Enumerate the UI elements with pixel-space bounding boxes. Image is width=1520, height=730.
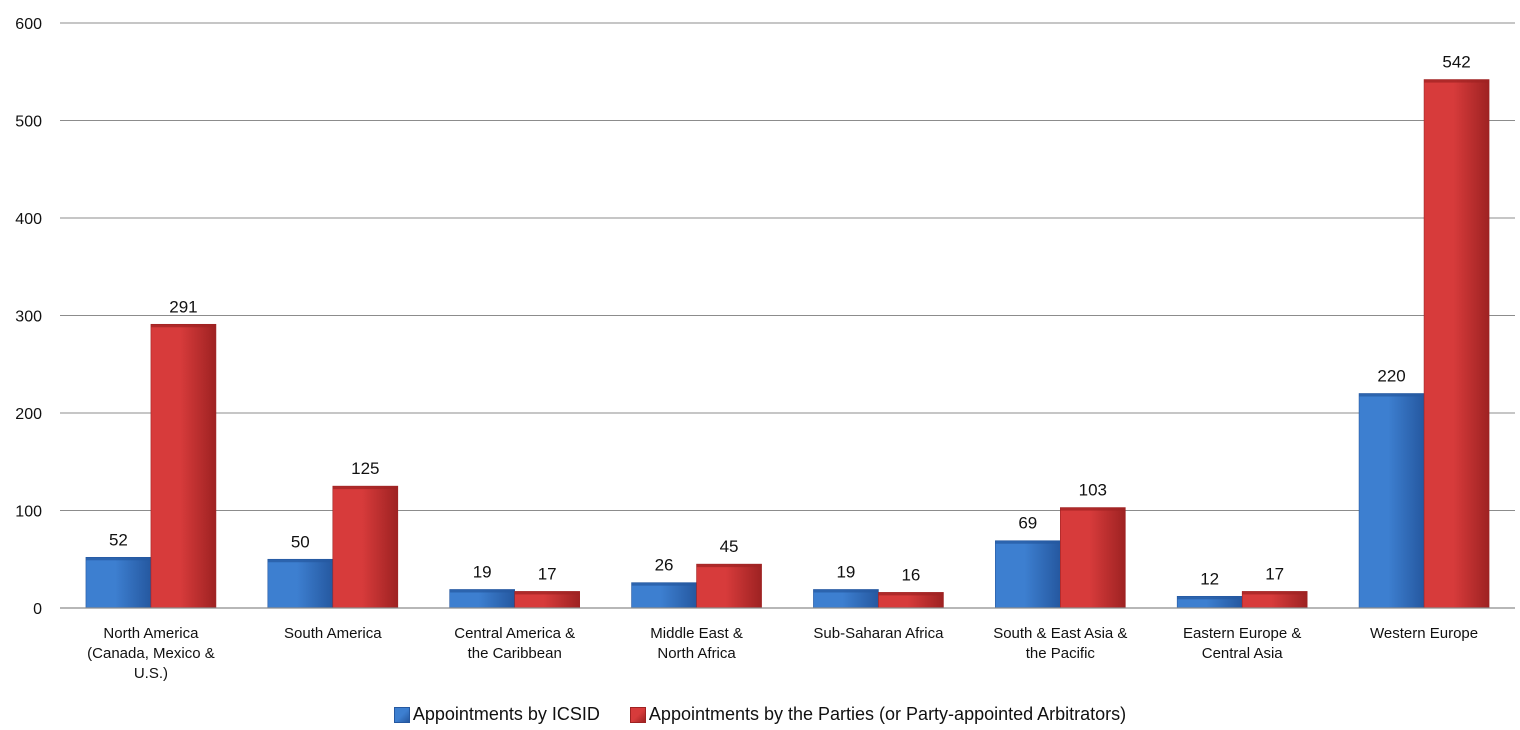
bar-top-edge bbox=[85, 557, 151, 561]
data-label: 17 bbox=[538, 564, 557, 583]
data-label: 50 bbox=[291, 532, 310, 551]
data-label: 45 bbox=[720, 537, 739, 556]
x-tick-label: Sub-Saharan Africa bbox=[813, 625, 944, 642]
bar bbox=[1423, 79, 1490, 609]
bar-top-edge bbox=[1359, 393, 1425, 397]
data-label: 26 bbox=[655, 556, 674, 575]
data-label: 125 bbox=[351, 459, 379, 478]
legend: Appointments by ICSID Appointments by th… bbox=[0, 704, 1520, 725]
legend-swatch-icsid bbox=[393, 706, 410, 723]
bar-top-edge bbox=[449, 589, 515, 593]
data-label: 69 bbox=[1018, 514, 1037, 533]
data-label: 542 bbox=[1442, 53, 1470, 72]
bar-top-edge bbox=[1424, 79, 1490, 83]
data-label: 16 bbox=[901, 565, 920, 584]
data-label: 52 bbox=[109, 530, 128, 549]
bar-top-edge bbox=[514, 591, 580, 595]
bar bbox=[85, 556, 152, 609]
x-tick-label: North America (Canada, Mexico & U.S.) bbox=[87, 625, 215, 682]
bar-top-edge bbox=[1242, 591, 1308, 595]
legend-item-icsid: Appointments by ICSID bbox=[393, 704, 600, 725]
bar bbox=[631, 582, 697, 609]
data-label: 17 bbox=[1265, 564, 1284, 583]
x-tick-label: Eastern Europe & Central Asia bbox=[1183, 625, 1301, 662]
x-tick-label: South America bbox=[284, 625, 382, 642]
y-tick-label: 100 bbox=[15, 504, 42, 521]
legend-label-icsid: Appointments by ICSID bbox=[412, 704, 600, 724]
bar-top-edge bbox=[332, 486, 398, 490]
y-tick-label: 300 bbox=[15, 309, 42, 326]
data-label: 19 bbox=[473, 562, 492, 581]
bar bbox=[150, 323, 217, 609]
bar bbox=[267, 558, 334, 609]
y-tick-label: 0 bbox=[33, 601, 42, 618]
bar-top-edge bbox=[267, 559, 333, 563]
data-label: 220 bbox=[1377, 367, 1405, 386]
data-label: 19 bbox=[836, 562, 855, 581]
legend-label-parties: Appointments by the Parties (or Party-ap… bbox=[648, 704, 1127, 724]
legend-item-parties: Appointments by the Parties (or Party-ap… bbox=[629, 704, 1127, 725]
bar-top-edge bbox=[1060, 507, 1126, 511]
bar-top-edge bbox=[878, 592, 944, 596]
bar bbox=[995, 540, 1061, 609]
legend-swatch-parties bbox=[629, 706, 646, 723]
x-tick-label: South & East Asia & the Pacific bbox=[993, 625, 1127, 662]
y-tick-label: 200 bbox=[15, 406, 42, 423]
data-label: 12 bbox=[1200, 569, 1219, 588]
y-tick-label: 600 bbox=[15, 16, 42, 33]
y-tick-label: 500 bbox=[15, 114, 42, 131]
bar-top-edge bbox=[1177, 596, 1243, 600]
bar-top-edge bbox=[150, 324, 216, 328]
bar bbox=[696, 563, 762, 609]
bar-top-edge bbox=[995, 540, 1061, 544]
data-label: 103 bbox=[1079, 481, 1107, 500]
x-tick-label: Central America & the Caribbean bbox=[454, 625, 575, 662]
bar bbox=[1060, 507, 1126, 609]
x-tick-label: Middle East & North Africa bbox=[650, 625, 743, 662]
y-tick-label: 400 bbox=[15, 211, 42, 228]
x-tick-label: Western Europe bbox=[1370, 625, 1478, 642]
bar-top-edge bbox=[696, 564, 762, 568]
bar bbox=[1358, 393, 1425, 609]
data-label: 291 bbox=[169, 297, 197, 316]
bar-top-edge bbox=[631, 582, 697, 586]
bar-top-edge bbox=[813, 589, 879, 593]
bar bbox=[332, 485, 399, 609]
